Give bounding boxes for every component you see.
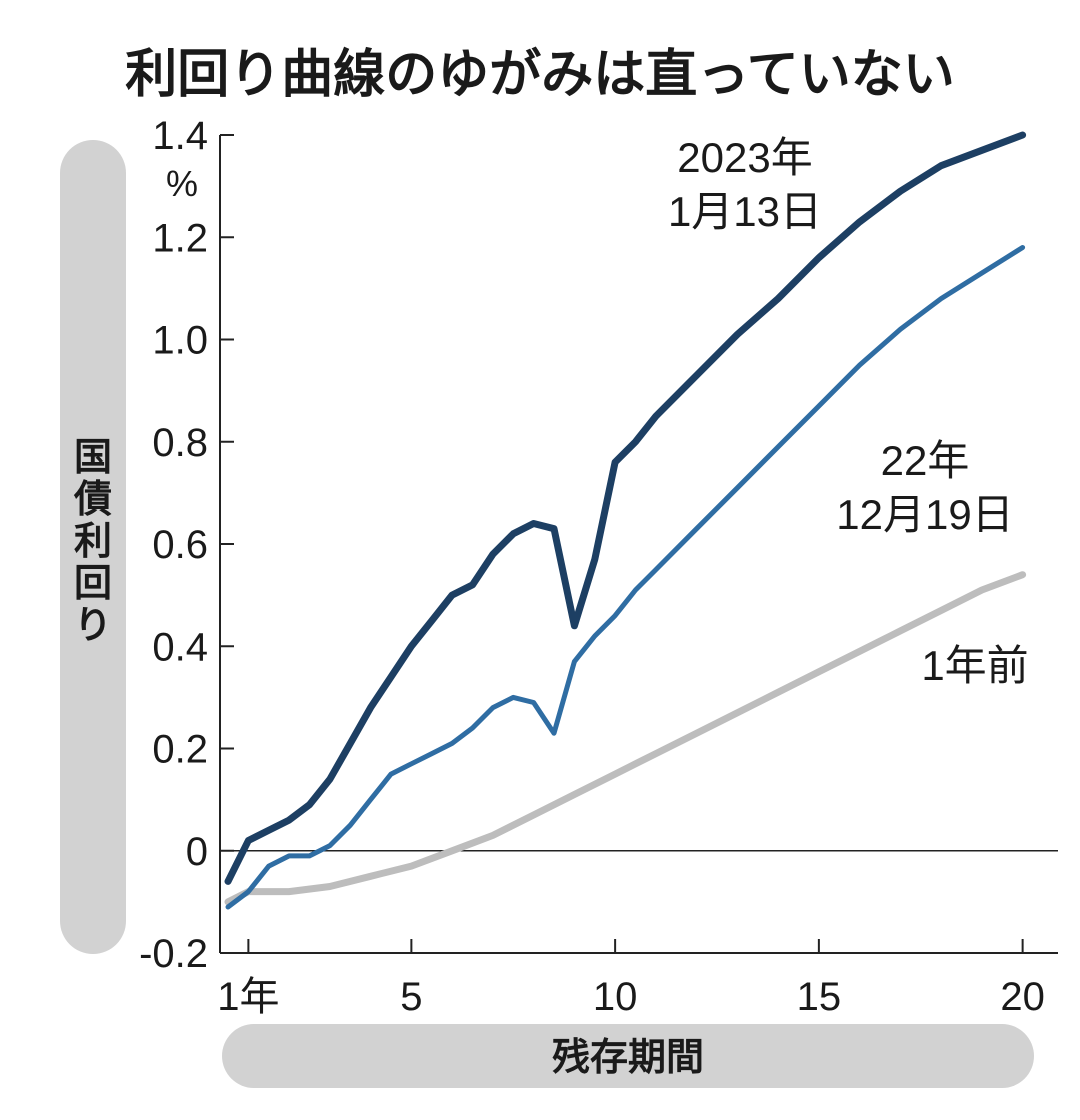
y-axis-label: 国債利回り <box>60 140 126 954</box>
x-axis-label-text: 残存期間 <box>552 1035 704 1079</box>
series-lines <box>224 131 1027 910</box>
series-labels: 2023年 1月13日 22年 12月19日 1年前 <box>668 134 1029 689</box>
series-line-2 <box>224 571 1027 906</box>
y-tick-label: 1.0 <box>152 319 208 363</box>
y-tick-label: 0 <box>186 830 208 874</box>
y-tick-label: 0.4 <box>152 625 208 669</box>
x-tick-label: 20 <box>1000 975 1045 1019</box>
y-tick-label: 0.6 <box>152 523 208 567</box>
series-label-1: 22年 12月19日 <box>836 437 1013 538</box>
x-tick-label: 10 <box>593 975 638 1019</box>
y-tick-label: -0.2 <box>139 932 208 976</box>
series-label-2: 1年前 <box>921 642 1028 689</box>
y-tick-label: 1.4 <box>152 114 208 158</box>
x-axis-label: 残存期間 <box>222 1024 1034 1088</box>
y-unit-label: % <box>166 163 198 204</box>
series-line-1 <box>225 245 1026 910</box>
y-tick-label: 1.2 <box>152 216 208 260</box>
y-axis-label-pill <box>60 140 126 954</box>
x-tick-label: 5 <box>400 975 422 1019</box>
series-line-0 <box>224 131 1027 885</box>
x-tick-label: 1年 <box>217 975 279 1019</box>
x-axis-label-pill <box>222 1024 1034 1088</box>
x-tick-label: 15 <box>797 975 842 1019</box>
series-label-0: 2023年 1月13日 <box>668 134 822 235</box>
chart-title: 利回り曲線のゆがみは直っていない <box>125 45 954 105</box>
y-axis-label-text: 国債利回り <box>73 435 112 647</box>
y-tick-label: 0.2 <box>152 728 208 772</box>
axes: 1.4 1.2 1.0 0.8 0.6 0.4 0.2 0 -0.21年 5 10 15 20 <box>139 114 1058 1019</box>
y-tick-label: 0.8 <box>152 421 208 465</box>
